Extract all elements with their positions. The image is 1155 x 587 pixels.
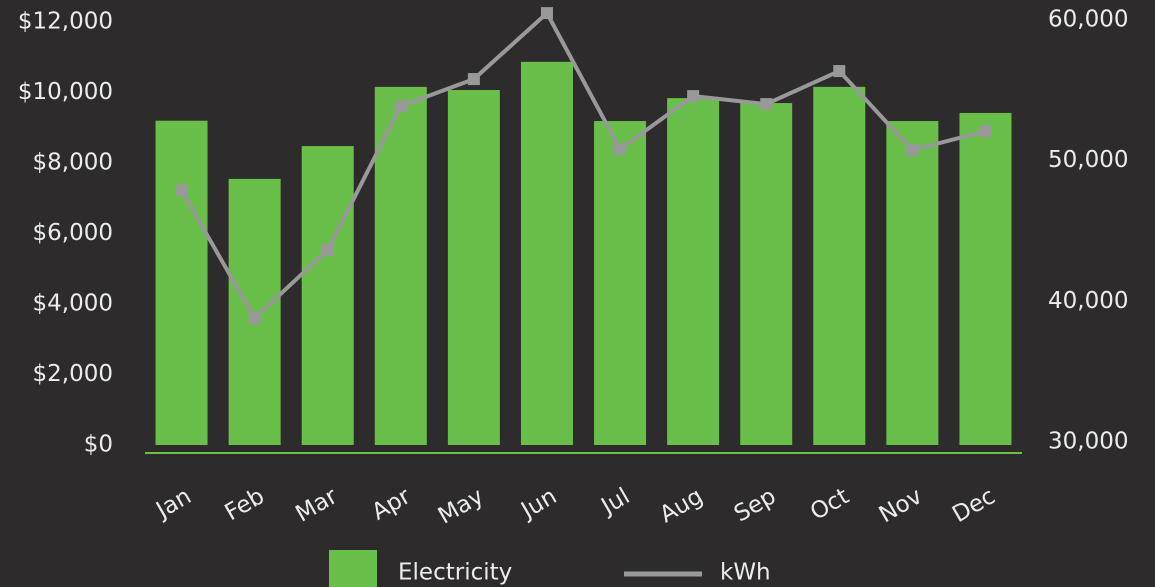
x-tick-label: Jan [150, 483, 195, 524]
bar [301, 146, 354, 445]
legend-label: kWh [720, 560, 771, 586]
marker [760, 98, 773, 111]
bar [374, 86, 427, 446]
bar [813, 86, 866, 446]
y2-tick-label: 30,000 [1048, 429, 1128, 455]
marker [321, 243, 334, 256]
bar [228, 178, 281, 446]
y-tick-label: $6,000 [33, 220, 113, 246]
marker [467, 73, 480, 86]
x-tick-label: May [434, 483, 488, 529]
bar [520, 61, 573, 446]
marker [614, 143, 627, 156]
marker [906, 144, 919, 157]
y-tick-label: $12,000 [18, 9, 113, 35]
bar [740, 103, 793, 445]
y-tick-label: $0 [84, 432, 113, 458]
y-tick-label: $8,000 [33, 150, 113, 176]
legend-label: Electricity [398, 560, 512, 586]
y-tick-label: $10,000 [18, 79, 113, 105]
x-tick-label: Jun [515, 483, 561, 524]
y2-tick-label: 60,000 [1048, 7, 1128, 33]
x-tick-label: Sep [730, 483, 781, 527]
bar [594, 121, 647, 446]
y-tick-label: $4,000 [33, 291, 113, 317]
marker [248, 312, 261, 325]
y2-tick-label: 40,000 [1048, 288, 1128, 314]
legend-swatch [329, 550, 377, 587]
marker [979, 125, 992, 138]
marker [175, 184, 188, 197]
x-tick-label: Oct [806, 483, 853, 525]
x-tick-label: Jul [596, 483, 635, 520]
marker [540, 7, 553, 20]
bar [667, 98, 720, 445]
marker [833, 65, 846, 78]
marker [394, 100, 407, 113]
bar [155, 120, 208, 445]
y-tick-label: $2,000 [33, 361, 113, 387]
x-tick-label: Apr [368, 483, 416, 526]
x-tick-label: Mar [291, 483, 342, 527]
x-tick-label: Dec [948, 483, 1000, 528]
y2-tick-label: 50,000 [1048, 147, 1128, 173]
bar [886, 121, 939, 446]
line [179, 9, 986, 322]
x-tick-label: Feb [221, 483, 269, 526]
bar [447, 90, 500, 445]
x-tick-label: Nov [875, 483, 927, 528]
bar [959, 112, 1012, 445]
marker [687, 90, 700, 103]
x-tick-label: Aug [655, 483, 707, 528]
